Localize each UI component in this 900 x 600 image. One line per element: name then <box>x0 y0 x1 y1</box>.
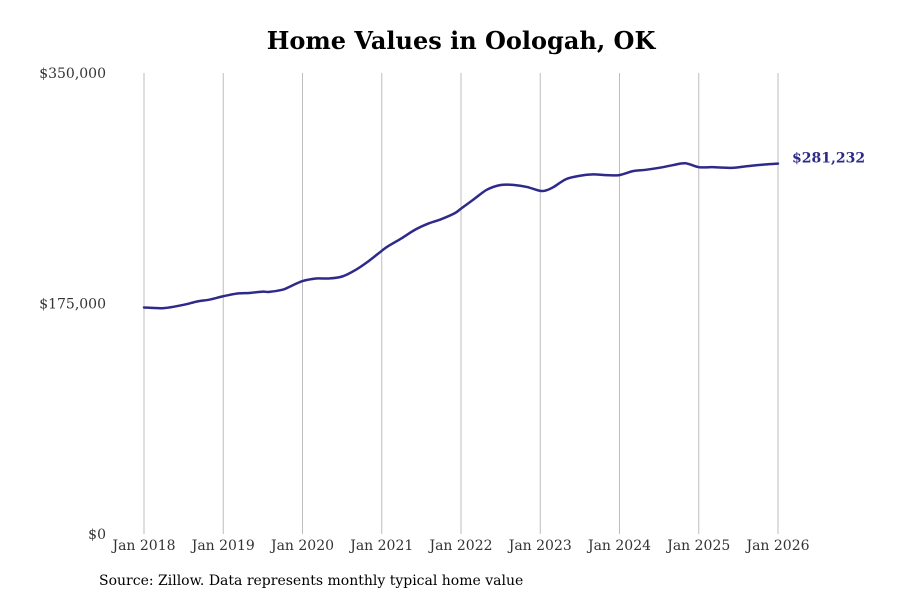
x-tick-label: Jan 2018 <box>110 538 175 554</box>
series-layer <box>142 161 780 310</box>
x-tick-label: Jan 2023 <box>507 538 572 554</box>
end-value-label: $281,232 <box>792 151 865 167</box>
y-tick-label: $175,000 <box>39 297 106 313</box>
x-tick-label: Jan 2019 <box>190 538 255 554</box>
y-tick-label: $0 <box>88 527 106 543</box>
chart-title: Home Values in Oologah, OK <box>266 26 656 55</box>
end-label-layer: $281,232 <box>792 151 865 167</box>
x-tick-label: Jan 2021 <box>348 538 413 554</box>
y-axis-ticks: $0 $175,000 $350,000 <box>39 66 106 543</box>
x-tick-label: Jan 2025 <box>665 538 730 554</box>
x-tick-label: Jan 2020 <box>269 538 334 554</box>
x-axis-ticks: Jan 2018 Jan 2019 Jan 2020 Jan 2021 Jan 2022… <box>110 538 809 554</box>
x-tick-label: Jan 2024 <box>586 538 651 554</box>
x-tick-label: Jan 2022 <box>427 538 492 554</box>
x-tick-label: Jan 2026 <box>744 538 809 554</box>
series-line <box>142 161 780 310</box>
source-note: Source: Zillow. Data represents monthly … <box>99 573 524 589</box>
grid-lines <box>143 73 779 534</box>
y-tick-label: $350,000 <box>39 66 106 82</box>
